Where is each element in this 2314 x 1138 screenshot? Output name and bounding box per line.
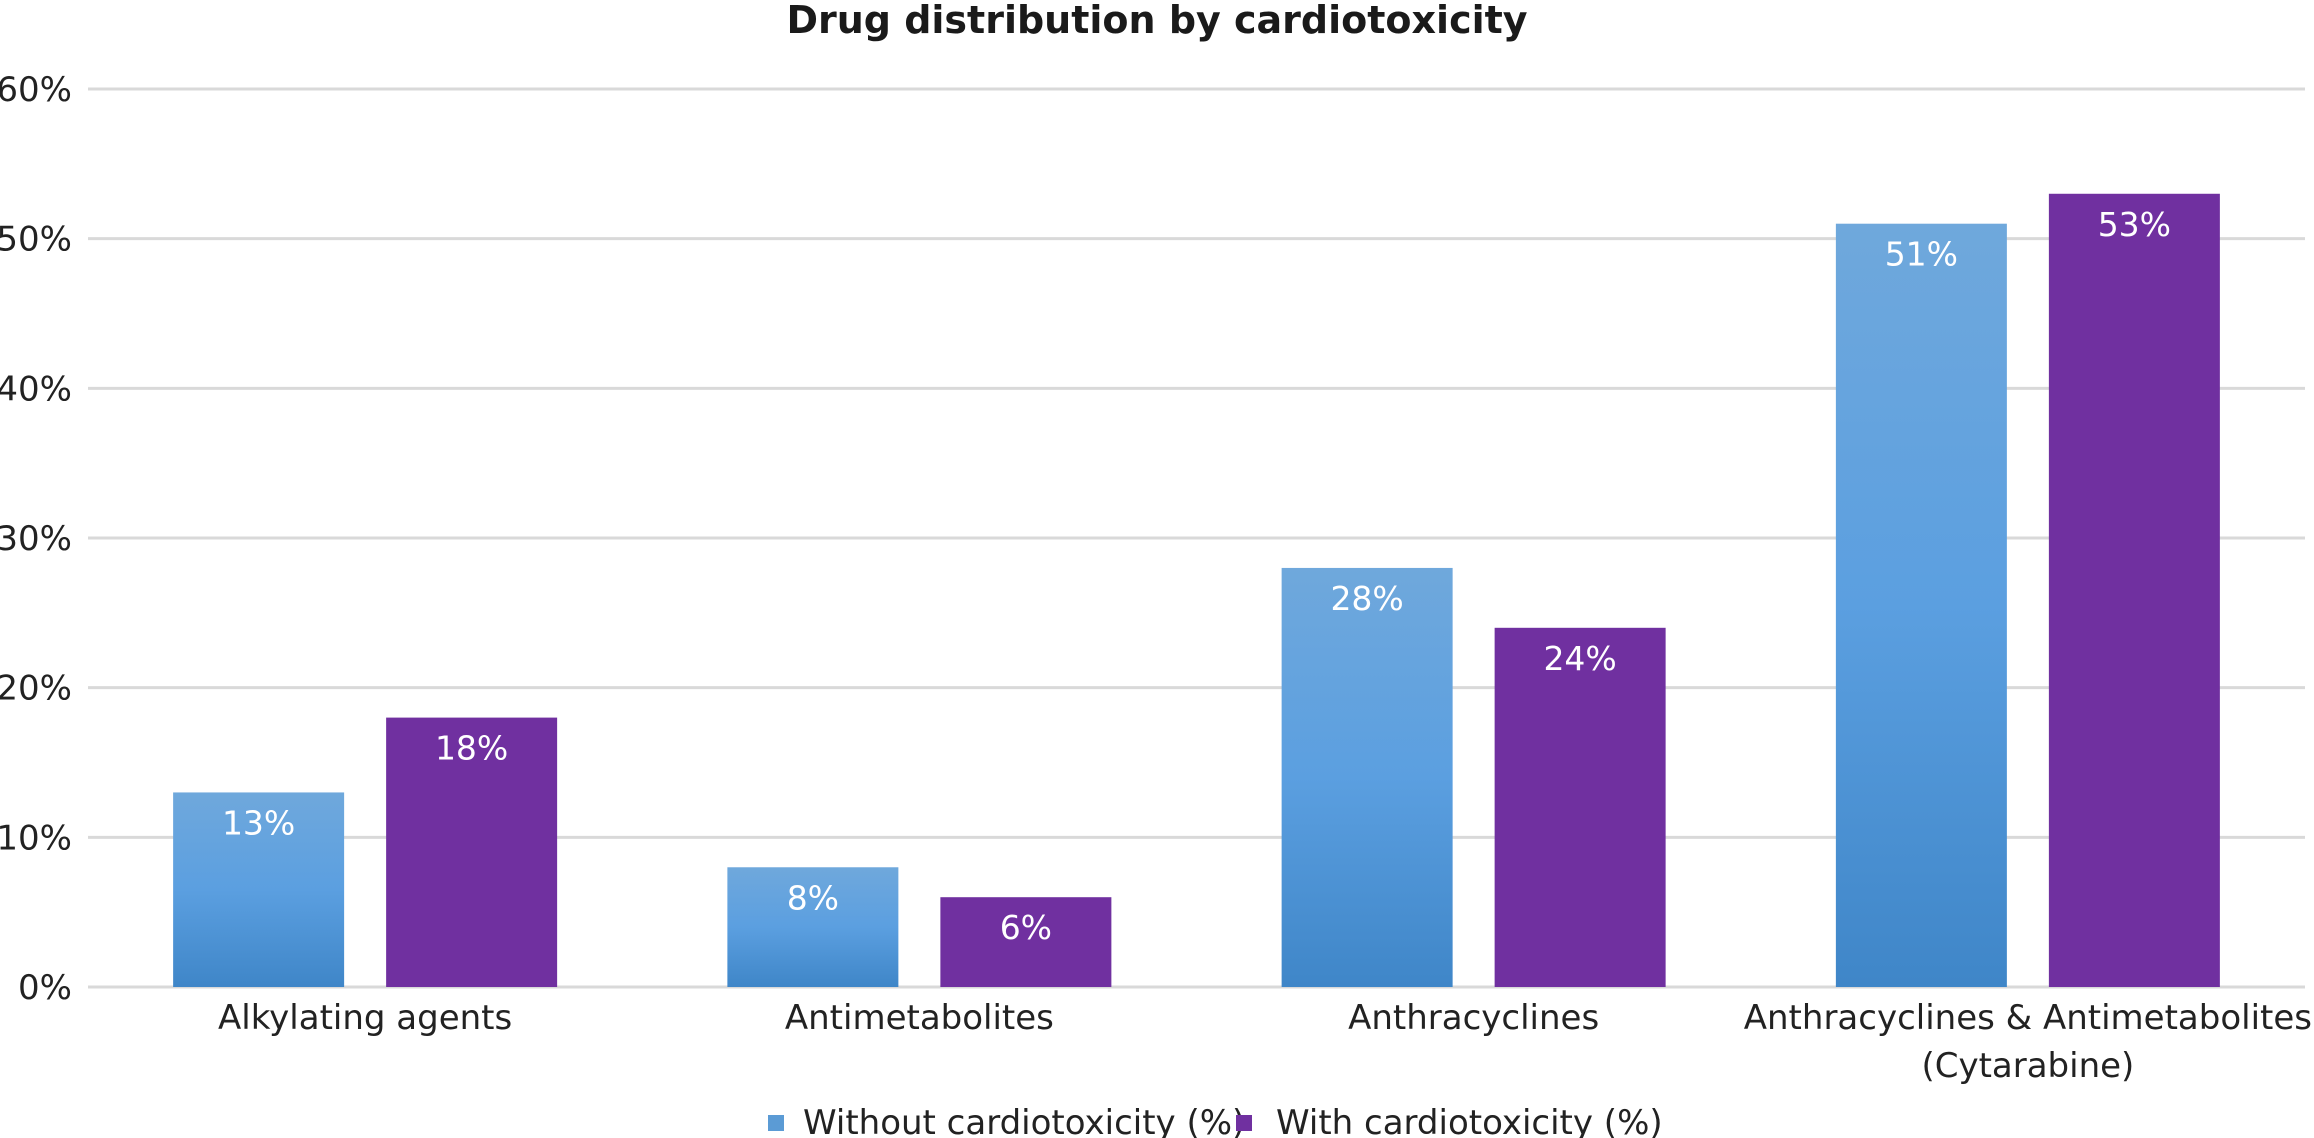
bar-with-cardiotoxicity (2048, 193, 2220, 987)
x-category-label: Anthracyclines (1348, 998, 1599, 1038)
legend-swatch (1236, 1115, 1252, 1131)
data-label: 8% (787, 878, 839, 917)
x-category-label: Antimetabolites (785, 998, 1054, 1038)
data-label: 6% (1000, 908, 1052, 947)
x-category-label: (Cytarabine) (1921, 1046, 2134, 1086)
x-category-label: Anthracyclines & Antimetabolites (1744, 998, 2312, 1038)
data-label: 13% (222, 803, 295, 842)
x-axis: Alkylating agents Antimetabolites Anthracy… (218, 998, 2312, 1086)
data-label: 28% (1330, 579, 1403, 618)
y-tick-label: 10% (0, 818, 72, 858)
bar-with-cardiotoxicity (940, 897, 1112, 987)
data-label: 53% (2098, 205, 2171, 244)
y-tick-label: 60% (0, 70, 72, 110)
legend-label: Without cardiotoxicity (%) (803, 1103, 1245, 1138)
bar-without-cardiotoxicity (1835, 223, 2007, 987)
legend-label: With cardiotoxicity (%) (1276, 1103, 1663, 1138)
y-axis: 0% 10% 20% 30% 40% 50% 60% (0, 70, 72, 1008)
y-tick-label: 40% (0, 369, 72, 409)
data-label: 51% (1885, 235, 1958, 274)
y-tick-label: 50% (0, 220, 72, 260)
x-category-label: Alkylating agents (218, 998, 512, 1038)
data-label: 24% (1543, 639, 1616, 678)
bar-with-cardiotoxicity (386, 717, 558, 987)
bar-without-cardiotoxicity (1281, 567, 1453, 987)
bar-with-cardiotoxicity (1494, 627, 1666, 987)
bars (173, 193, 2220, 987)
legend: Without cardiotoxicity (%) With cardiotox… (768, 1103, 1663, 1138)
y-tick-label: 30% (0, 519, 72, 559)
legend-swatch (768, 1115, 784, 1131)
data-label: 18% (435, 729, 508, 768)
y-tick-label: 20% (0, 669, 72, 709)
y-tick-label: 0% (18, 968, 72, 1008)
data-labels: 13% 18% 8% 6% 28% 24% 51% 53% (222, 205, 2171, 947)
bar-without-cardiotoxicity (727, 867, 899, 987)
chart-title: Drug distribution by cardiotoxicity (786, 0, 1527, 42)
bar-without-cardiotoxicity (173, 792, 345, 987)
